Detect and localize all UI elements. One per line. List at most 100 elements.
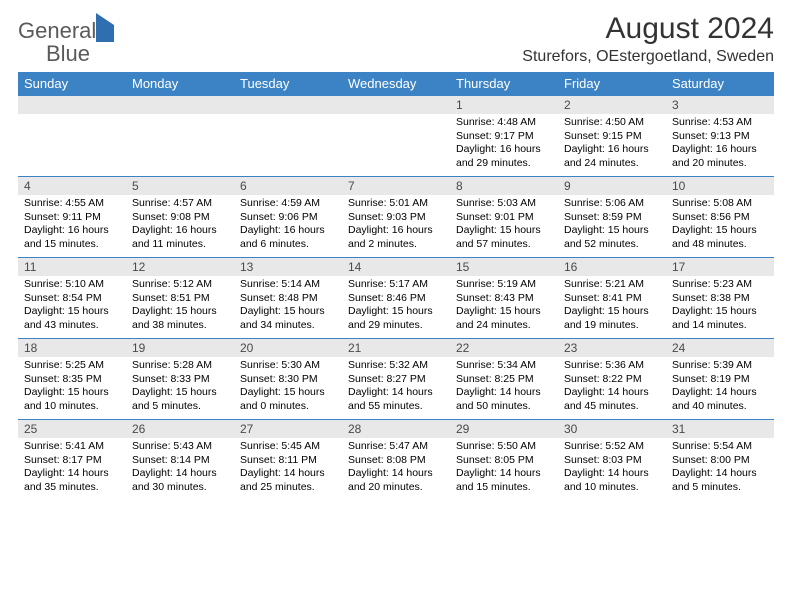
day-details: Sunrise: 4:50 AMSunset: 9:15 PMDaylight:… (558, 114, 666, 176)
day-detail-line: Sunrise: 5:30 AM (240, 359, 336, 373)
day-detail-line: Sunset: 9:15 PM (564, 130, 660, 144)
header: General Blue August 2024 Sturefors, OEst… (18, 12, 774, 66)
calendar-day-cell: 3Sunrise: 4:53 AMSunset: 9:13 PMDaylight… (666, 96, 774, 177)
day-detail-line: and 48 minutes. (672, 238, 768, 252)
day-details: Sunrise: 5:30 AMSunset: 8:30 PMDaylight:… (234, 357, 342, 419)
day-detail-line: Sunrise: 4:50 AM (564, 116, 660, 130)
weekday-header: Thursday (450, 72, 558, 96)
day-details: Sunrise: 5:17 AMSunset: 8:46 PMDaylight:… (342, 276, 450, 338)
day-detail-line: Daylight: 15 hours (24, 386, 120, 400)
day-details: Sunrise: 4:55 AMSunset: 9:11 PMDaylight:… (18, 195, 126, 257)
day-number: 16 (558, 258, 666, 276)
weekday-header: Monday (126, 72, 234, 96)
day-detail-line: Sunset: 9:13 PM (672, 130, 768, 144)
day-number: 7 (342, 177, 450, 195)
day-number: 6 (234, 177, 342, 195)
day-number: 10 (666, 177, 774, 195)
day-detail-line: Daylight: 15 hours (672, 305, 768, 319)
day-detail-line: Sunrise: 5:39 AM (672, 359, 768, 373)
month-title: August 2024 (522, 12, 774, 46)
day-detail-line: Sunrise: 5:14 AM (240, 278, 336, 292)
day-detail-line: Sunset: 8:19 PM (672, 373, 768, 387)
day-detail-line: Sunrise: 5:36 AM (564, 359, 660, 373)
brand-part1: General (18, 18, 96, 43)
day-number (126, 96, 234, 114)
day-detail-line: Sunrise: 5:08 AM (672, 197, 768, 211)
calendar-day-cell: 25Sunrise: 5:41 AMSunset: 8:17 PMDayligh… (18, 420, 126, 501)
day-detail-line: Sunrise: 5:32 AM (348, 359, 444, 373)
day-detail-line: and 35 minutes. (24, 481, 120, 495)
brand-text: General Blue (18, 20, 114, 66)
day-detail-line: Sunset: 8:38 PM (672, 292, 768, 306)
calendar-day-cell: 11Sunrise: 5:10 AMSunset: 8:54 PMDayligh… (18, 258, 126, 339)
day-detail-line: Sunrise: 5:21 AM (564, 278, 660, 292)
day-detail-line: Daylight: 14 hours (564, 467, 660, 481)
calendar-day-cell: 31Sunrise: 5:54 AMSunset: 8:00 PMDayligh… (666, 420, 774, 501)
day-detail-line: Sunrise: 4:55 AM (24, 197, 120, 211)
day-details: Sunrise: 5:28 AMSunset: 8:33 PMDaylight:… (126, 357, 234, 419)
day-detail-line: and 19 minutes. (564, 319, 660, 333)
calendar-day-cell: 28Sunrise: 5:47 AMSunset: 8:08 PMDayligh… (342, 420, 450, 501)
day-detail-line: and 11 minutes. (132, 238, 228, 252)
day-detail-line: and 45 minutes. (564, 400, 660, 414)
day-detail-line: and 25 minutes. (240, 481, 336, 495)
day-detail-line: Daylight: 14 hours (456, 467, 552, 481)
day-details (234, 114, 342, 176)
day-detail-line: Daylight: 16 hours (564, 143, 660, 157)
day-detail-line: Sunrise: 5:47 AM (348, 440, 444, 454)
day-detail-line: Sunset: 9:03 PM (348, 211, 444, 225)
brand-part2: Blue (46, 41, 90, 66)
calendar-day-cell (126, 96, 234, 177)
day-detail-line: Sunrise: 5:17 AM (348, 278, 444, 292)
calendar-day-cell: 21Sunrise: 5:32 AMSunset: 8:27 PMDayligh… (342, 339, 450, 420)
day-detail-line: Sunset: 8:35 PM (24, 373, 120, 387)
day-details: Sunrise: 5:41 AMSunset: 8:17 PMDaylight:… (18, 438, 126, 500)
day-detail-line: Sunset: 9:11 PM (24, 211, 120, 225)
day-detail-line: and 14 minutes. (672, 319, 768, 333)
day-detail-line: Sunset: 8:48 PM (240, 292, 336, 306)
day-detail-line: Sunset: 8:03 PM (564, 454, 660, 468)
day-detail-line: Daylight: 15 hours (564, 305, 660, 319)
calendar-table: SundayMondayTuesdayWednesdayThursdayFrid… (18, 72, 774, 500)
day-detail-line: Sunrise: 5:03 AM (456, 197, 552, 211)
day-details: Sunrise: 5:19 AMSunset: 8:43 PMDaylight:… (450, 276, 558, 338)
calendar-day-cell (234, 96, 342, 177)
calendar-day-cell: 10Sunrise: 5:08 AMSunset: 8:56 PMDayligh… (666, 177, 774, 258)
calendar-day-cell: 16Sunrise: 5:21 AMSunset: 8:41 PMDayligh… (558, 258, 666, 339)
calendar-day-cell: 20Sunrise: 5:30 AMSunset: 8:30 PMDayligh… (234, 339, 342, 420)
calendar-header-row: SundayMondayTuesdayWednesdayThursdayFrid… (18, 72, 774, 96)
day-detail-line: Daylight: 15 hours (240, 305, 336, 319)
day-details: Sunrise: 5:52 AMSunset: 8:03 PMDaylight:… (558, 438, 666, 500)
day-detail-line: Sunrise: 4:59 AM (240, 197, 336, 211)
day-detail-line: and 2 minutes. (348, 238, 444, 252)
day-number: 31 (666, 420, 774, 438)
day-detail-line: Daylight: 14 hours (132, 467, 228, 481)
day-number: 19 (126, 339, 234, 357)
day-detail-line: and 40 minutes. (672, 400, 768, 414)
day-detail-line: and 5 minutes. (672, 481, 768, 495)
day-detail-line: Daylight: 15 hours (348, 305, 444, 319)
calendar-day-cell: 18Sunrise: 5:25 AMSunset: 8:35 PMDayligh… (18, 339, 126, 420)
day-detail-line: Daylight: 14 hours (564, 386, 660, 400)
day-details: Sunrise: 4:59 AMSunset: 9:06 PMDaylight:… (234, 195, 342, 257)
day-detail-line: Daylight: 15 hours (132, 386, 228, 400)
day-detail-line: Daylight: 14 hours (672, 467, 768, 481)
calendar-day-cell: 26Sunrise: 5:43 AMSunset: 8:14 PMDayligh… (126, 420, 234, 501)
day-detail-line: Sunset: 9:06 PM (240, 211, 336, 225)
day-detail-line: Sunrise: 4:53 AM (672, 116, 768, 130)
calendar-day-cell: 6Sunrise: 4:59 AMSunset: 9:06 PMDaylight… (234, 177, 342, 258)
day-number: 12 (126, 258, 234, 276)
day-detail-line: and 29 minutes. (348, 319, 444, 333)
day-number: 8 (450, 177, 558, 195)
weekday-header: Tuesday (234, 72, 342, 96)
day-detail-line: Sunset: 8:14 PM (132, 454, 228, 468)
day-detail-line: Sunset: 9:17 PM (456, 130, 552, 144)
day-detail-line: Daylight: 15 hours (24, 305, 120, 319)
day-detail-line: Daylight: 14 hours (456, 386, 552, 400)
calendar-day-cell: 14Sunrise: 5:17 AMSunset: 8:46 PMDayligh… (342, 258, 450, 339)
day-detail-line: Sunrise: 5:43 AM (132, 440, 228, 454)
day-details: Sunrise: 5:34 AMSunset: 8:25 PMDaylight:… (450, 357, 558, 419)
day-detail-line: and 0 minutes. (240, 400, 336, 414)
day-number (342, 96, 450, 114)
day-details: Sunrise: 5:21 AMSunset: 8:41 PMDaylight:… (558, 276, 666, 338)
